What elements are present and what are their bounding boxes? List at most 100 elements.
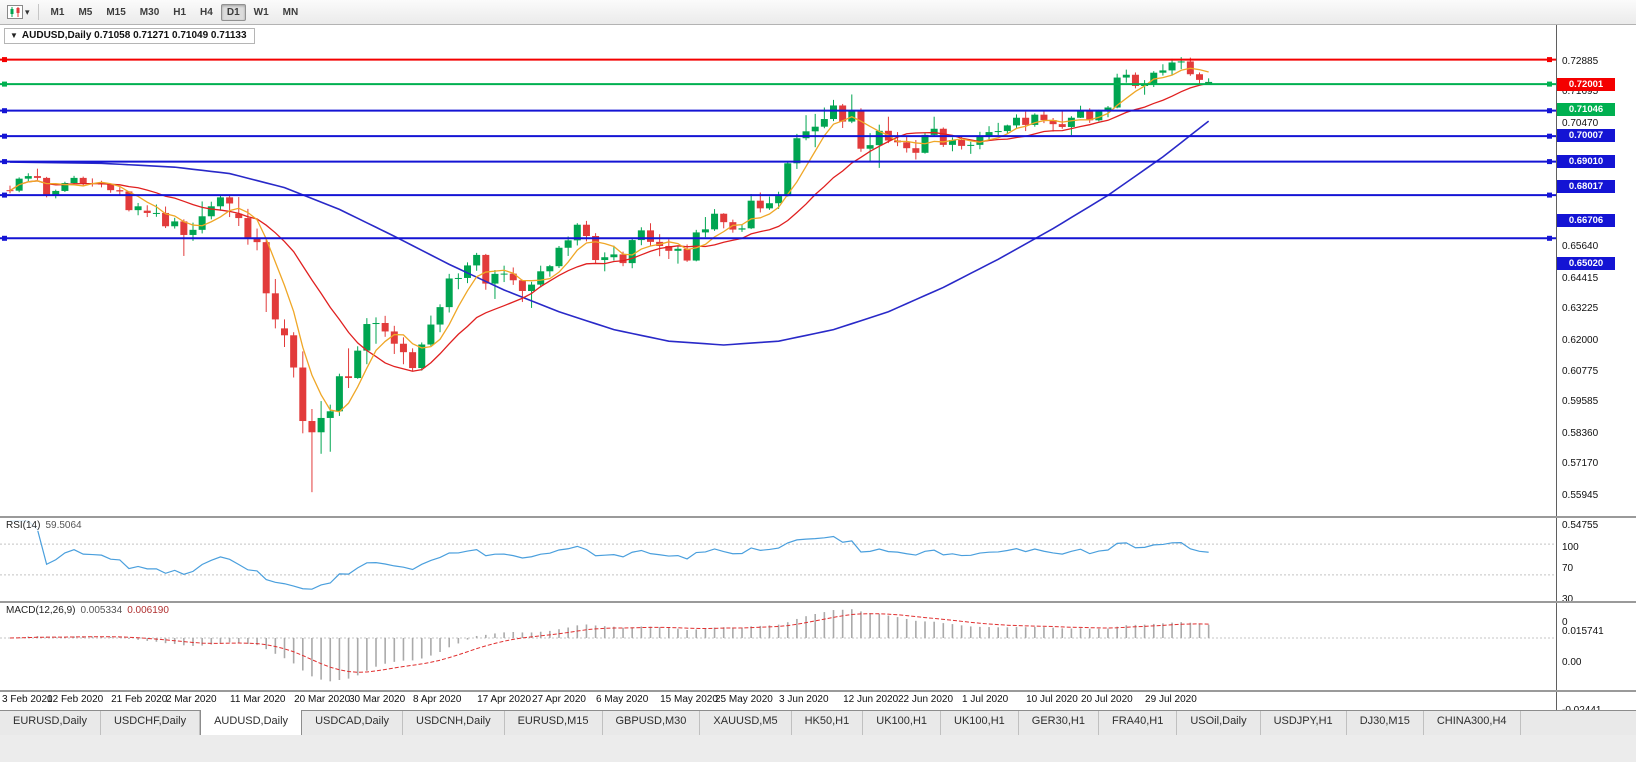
chart-menu-icon[interactable]: ▼ — [10, 31, 18, 40]
toolbar-separator — [37, 4, 39, 20]
hline-handle[interactable] — [1547, 192, 1552, 198]
macd-label: MACD(12,26,9) 0.005334 0.006190 — [6, 605, 169, 616]
price-tick: 0.64415 — [1562, 272, 1599, 284]
price-tick: 0.60775 — [1562, 365, 1599, 377]
candlestick-series — [6, 57, 1213, 493]
rsi-tick: 100 — [1562, 542, 1579, 553]
chart-tab-xauusd-m5[interactable]: XAUUSD,M5 — [700, 711, 792, 735]
chart-tab-uk100-h1[interactable]: UK100,H1 — [863, 711, 942, 735]
date-label: 11 Mar 2020 — [230, 694, 286, 705]
chart-tab-china300-h4[interactable]: CHINA300,H4 — [1424, 711, 1521, 735]
rsi-tick: 70 — [1562, 563, 1574, 575]
price-tick: 0.57170 — [1562, 458, 1599, 470]
macd-name: MACD(12,26,9) — [6, 605, 76, 616]
macd-tick: 0.00 — [1562, 656, 1582, 668]
hline-handle[interactable] — [1547, 235, 1552, 241]
date-label: 10 Jul 2020 — [1026, 694, 1078, 705]
date-label: 20 Mar 2020 — [294, 694, 351, 705]
timeframe-m15[interactable]: M15 — [106, 6, 126, 18]
timeframe-m1[interactable]: M1 — [50, 6, 65, 18]
time-axis[interactable]: 3 Feb 2020 12 Feb 2020 21 Feb 2020 2 Mar 20… — [0, 692, 1556, 710]
hline-0.65020[interactable] — [0, 235, 1556, 241]
macd-signal-line — [9, 613, 1209, 673]
rsi-value: 59.5064 — [45, 520, 82, 531]
panel-divider — [0, 690, 1636, 692]
chart-tab-dj30-m15[interactable]: DJ30,M15 — [1347, 711, 1424, 735]
chart-tab-usoil-daily[interactable]: USOil,Daily — [1177, 711, 1261, 735]
price-axis[interactable]: 0.72885 0.71695 0.70470 0.65640 0.64415 0.632… — [1556, 25, 1636, 716]
chart-tab-gbpusd-m30[interactable]: GBPUSD,M30 — [603, 711, 701, 735]
hline-handle[interactable] — [2, 133, 7, 139]
price-tick: 0.59585 — [1562, 396, 1599, 408]
level-price-tag: 0.70007 — [1557, 129, 1615, 143]
date-label: 8 Apr 2020 — [413, 694, 462, 705]
date-label: 12 Feb 2020 — [47, 694, 104, 705]
rsi-canvas[interactable] — [0, 518, 1556, 601]
hline-handle[interactable] — [2, 81, 7, 87]
hline-0.71046[interactable] — [0, 81, 1556, 87]
chart-tab-eurusd-m15[interactable]: EURUSD,M15 — [505, 711, 603, 735]
timeframe-w1[interactable]: W1 — [253, 6, 269, 18]
chart-tab-audusd-daily[interactable]: AUDUSD,Daily — [200, 710, 303, 735]
price-tick: 0.71695 — [1562, 86, 1599, 98]
price-tick: 0.70470 — [1562, 117, 1599, 129]
price-tick: 0.62000 — [1562, 334, 1599, 346]
hline-handle[interactable] — [1547, 159, 1552, 165]
ma-mid-line — [9, 82, 1209, 372]
hline-handle[interactable] — [1547, 57, 1552, 63]
price-tick: 0.63225 — [1562, 303, 1599, 315]
chart-tab-uk100-h1[interactable]: UK100,H1 — [941, 711, 1019, 735]
date-label: 12 Jun 2020 — [843, 694, 899, 705]
level-price-tag: 0.66706 — [1557, 213, 1615, 227]
hline-0.66706[interactable] — [0, 192, 1556, 198]
hline-handle[interactable] — [1547, 108, 1552, 114]
main-chart-canvas[interactable] — [0, 25, 1556, 516]
chart-tab-eurusd-daily[interactable]: EURUSD,Daily — [0, 711, 101, 735]
date-label: 17 Apr 2020 — [477, 694, 532, 705]
hline-0.70007[interactable] — [0, 108, 1556, 114]
macd-panel[interactable]: MACD(12,26,9) 0.005334 0.006190 — [0, 603, 1556, 690]
timeframe-m5[interactable]: M5 — [78, 6, 93, 18]
chart-type-caret-icon[interactable]: ▾ — [25, 6, 30, 17]
chart-tab-usdjpy-h1[interactable]: USDJPY,H1 — [1261, 711, 1347, 735]
level-price-tag: 0.68017 — [1557, 180, 1615, 194]
chart-tab-usdcad-daily[interactable]: USDCAD,Daily — [302, 711, 404, 735]
hline-0.69010[interactable] — [0, 133, 1556, 139]
hline-handle[interactable] — [1547, 133, 1552, 139]
date-label: 20 Jul 2020 — [1081, 694, 1133, 705]
timeframe-h4[interactable]: H4 — [200, 6, 213, 18]
date-label: 6 May 2020 — [596, 694, 649, 705]
hline-handle[interactable] — [2, 159, 7, 165]
main-chart-panel[interactable]: ▼ AUDUSD,Daily 0.71058 0.71271 0.71049 0.… — [0, 25, 1556, 516]
chart-type-icon[interactable] — [5, 4, 25, 21]
date-label: 21 Feb 2020 — [111, 694, 168, 705]
price-tick: 0.65640 — [1562, 241, 1599, 253]
hline-0.68017[interactable] — [0, 159, 1556, 165]
price-tick: 0.58360 — [1562, 427, 1599, 439]
hline-0.72001[interactable] — [0, 57, 1556, 63]
price-tick: 0.72885 — [1562, 56, 1599, 67]
hline-handle[interactable] — [2, 235, 7, 241]
panel-divider[interactable] — [0, 601, 1636, 603]
hline-handle[interactable] — [2, 192, 7, 198]
rsi-name: RSI(14) — [6, 520, 41, 531]
timeframe-h1[interactable]: H1 — [173, 6, 187, 18]
hline-handle[interactable] — [1547, 81, 1552, 87]
chart-tab-hk50-h1[interactable]: HK50,H1 — [792, 711, 864, 735]
macd-canvas[interactable] — [0, 603, 1556, 690]
rsi-panel[interactable]: RSI(14) 59.5064 — [0, 518, 1556, 601]
chart-tab-usdchf-daily[interactable]: USDCHF,Daily — [101, 711, 201, 735]
chart-tab-fra40-h1[interactable]: FRA40,H1 — [1099, 711, 1178, 735]
toolbar: ▾ M1 M5 M15 M30 H1 H4 D1 W1 MN — [0, 0, 1636, 25]
chart-tab-usdcnh-daily[interactable]: USDCNH,Daily — [403, 711, 505, 735]
panel-divider[interactable] — [0, 516, 1636, 518]
hline-handle[interactable] — [2, 57, 7, 63]
timeframe-d1[interactable]: D1 — [220, 3, 246, 21]
hline-handle[interactable] — [2, 108, 7, 114]
timeframe-mn[interactable]: MN — [282, 6, 299, 18]
timeframe-m30[interactable]: M30 — [139, 6, 160, 18]
date-label: 3 Feb 2020 — [2, 694, 53, 705]
chart-tab-ger30-h1[interactable]: GER30,H1 — [1019, 711, 1099, 735]
date-label: 29 Jul 2020 — [1145, 694, 1197, 705]
